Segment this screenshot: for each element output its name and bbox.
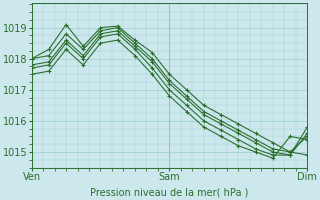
- X-axis label: Pression niveau de la mer( hPa ): Pression niveau de la mer( hPa ): [90, 187, 249, 197]
